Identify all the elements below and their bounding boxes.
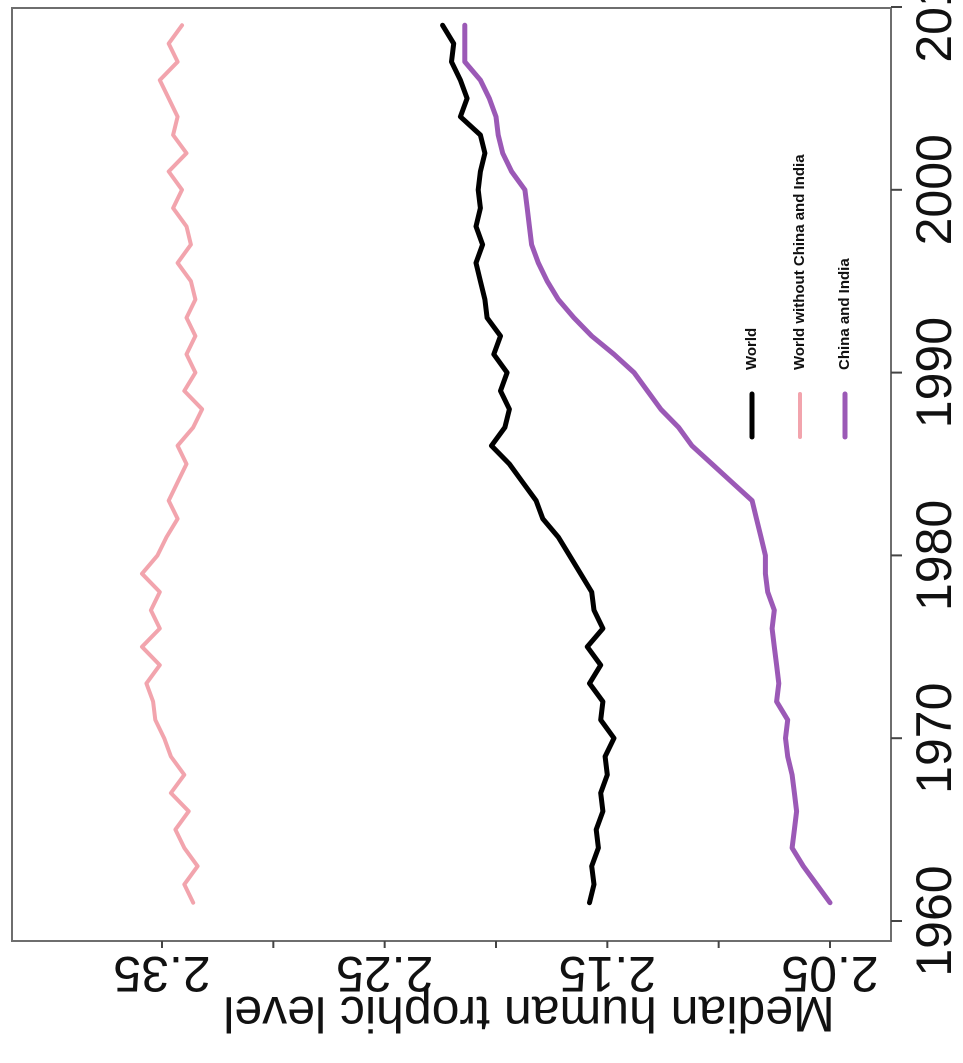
series-lines: [140, 22, 833, 906]
legend: World World without China and India China …: [743, 154, 853, 440]
legend-label-world: World: [743, 328, 760, 370]
plot-area: 1960 1970 1980 1990 2000 2010 2.05 2.15 2.25 2.3…: [11, 0, 962, 1002]
x-tick-label: 1980: [906, 500, 962, 611]
x-tick-label: 2010: [906, 0, 962, 63]
series-line-world-without-china-india: [140, 23, 205, 905]
x-tick-label: 1970: [906, 683, 962, 794]
x-axis: 1960 1970 1980 1990 2000 2010: [891, 0, 962, 977]
y-axis-title: Median human trophic level: [223, 986, 834, 1042]
y-axis: 2.05 2.15 2.25 2.35: [113, 941, 879, 1002]
x-tick-label: 2000: [906, 134, 962, 245]
series-line-world: [440, 22, 617, 906]
legend-label-world-without-china-india: World without China and India: [791, 154, 808, 370]
x-tick-label: 1960: [906, 865, 962, 976]
series-line-china-india: [462, 22, 833, 906]
plot-frame: [11, 7, 892, 942]
x-tick-label: 1990: [906, 317, 962, 428]
y-tick-label: 2.35: [113, 946, 210, 1002]
y-tick-label: 2.15: [559, 946, 656, 1002]
y-tick-label: 2.05: [781, 946, 878, 1002]
y-tick-label: 2.25: [336, 946, 433, 1002]
legend-label-china-india: China and India: [836, 258, 853, 370]
